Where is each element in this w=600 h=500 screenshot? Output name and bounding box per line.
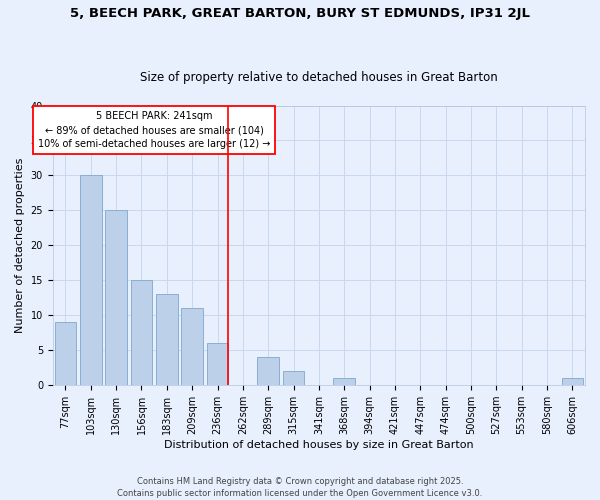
Bar: [562, 378, 583, 385]
Bar: [207, 344, 228, 385]
Bar: [106, 210, 127, 385]
Bar: [257, 357, 279, 385]
Bar: [156, 294, 178, 385]
Bar: [55, 322, 76, 385]
X-axis label: Distribution of detached houses by size in Great Barton: Distribution of detached houses by size …: [164, 440, 474, 450]
Y-axis label: Number of detached properties: Number of detached properties: [15, 158, 25, 333]
Bar: [283, 371, 304, 385]
Text: Contains HM Land Registry data © Crown copyright and database right 2025.
Contai: Contains HM Land Registry data © Crown c…: [118, 476, 482, 498]
Bar: [334, 378, 355, 385]
Text: 5 BEECH PARK: 241sqm
← 89% of detached houses are smaller (104)
10% of semi-deta: 5 BEECH PARK: 241sqm ← 89% of detached h…: [38, 111, 271, 149]
Title: Size of property relative to detached houses in Great Barton: Size of property relative to detached ho…: [140, 70, 498, 84]
Bar: [131, 280, 152, 385]
Text: 5, BEECH PARK, GREAT BARTON, BURY ST EDMUNDS, IP31 2JL: 5, BEECH PARK, GREAT BARTON, BURY ST EDM…: [70, 8, 530, 20]
Bar: [80, 176, 101, 385]
Bar: [181, 308, 203, 385]
